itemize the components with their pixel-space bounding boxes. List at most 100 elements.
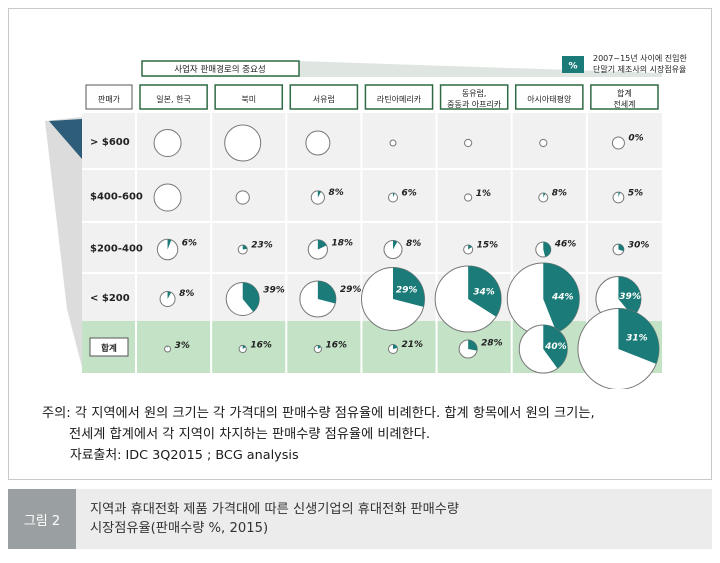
bubble-circle — [224, 124, 262, 162]
bubble — [299, 280, 337, 318]
column-header: 합계 — [617, 88, 632, 98]
share-label: 8% — [179, 289, 194, 299]
row-label: $400-600 — [90, 192, 143, 203]
bubble-share-wedge — [393, 240, 398, 250]
share-label: 5% — [628, 188, 643, 198]
share-label: 28% — [481, 338, 503, 348]
notes-source: 자료출처: IDC 3Q2015 ; BCG analysis — [70, 448, 299, 463]
bubble — [535, 241, 552, 258]
bubble-share-wedge — [393, 344, 398, 349]
bubble — [238, 344, 247, 354]
chart-notes: 주의: 각 지역에서 원의 크기는 각 가격대의 판매수량 점유율에 비례한다.… — [42, 403, 712, 466]
legend-text-1: 2007~15년 사이에 진입한 — [593, 53, 687, 63]
row-label: $200-400 — [90, 244, 143, 255]
notes-line1: 각 지역에서 원의 크기는 각 가격대의 판매수량 점유율에 비례한다. 합계 … — [74, 406, 595, 421]
legend-swatch — [562, 56, 584, 73]
share-label: 1% — [476, 189, 491, 199]
bubble — [383, 240, 403, 259]
bubble-share-wedge — [468, 340, 478, 351]
bubble — [464, 138, 473, 148]
bubble-circle — [153, 183, 182, 212]
share-label: 8% — [552, 189, 567, 199]
bubble — [539, 138, 548, 148]
column-header-box — [439, 84, 509, 110]
share-label: 8% — [328, 188, 343, 198]
column-header: 중동과 아프리카 — [447, 99, 502, 109]
bubble — [305, 130, 331, 156]
bubble — [388, 344, 398, 354]
bubble — [237, 244, 248, 255]
share-label: 15% — [477, 241, 499, 251]
bubble — [153, 183, 182, 212]
column-header: 아시아태평양 — [527, 94, 572, 104]
share-label: 8% — [406, 239, 421, 249]
caption-bar: 그림 2 지역과 휴대전화 제품 가격대에 따른 신생기업의 휴대전화 판매수량… — [8, 489, 712, 549]
bubble — [156, 238, 179, 261]
bubble — [361, 267, 425, 331]
bubble — [612, 243, 625, 256]
bubble-share-wedge — [317, 345, 321, 349]
bubble — [458, 339, 478, 359]
bubble-circle — [305, 130, 331, 156]
bubble-share-wedge — [543, 325, 568, 369]
bubble-share-wedge — [543, 263, 580, 333]
bubble-circle — [464, 138, 473, 148]
column-header-box — [590, 84, 659, 110]
column-header-box — [289, 84, 359, 110]
chart-title: 사업자 판매경로의 중요성 — [174, 64, 265, 75]
column-header-box — [514, 84, 584, 110]
bubble-layer — [153, 124, 660, 389]
share-label: 39% — [263, 285, 285, 295]
bubble-share-wedge — [167, 291, 172, 299]
bubble — [518, 324, 568, 374]
share-label: 30% — [628, 240, 650, 250]
total-label-box — [89, 337, 129, 357]
bubble — [612, 191, 625, 204]
bubble-share-wedge — [468, 266, 502, 317]
bubble-share-wedge — [317, 239, 327, 250]
bubble — [434, 265, 502, 333]
notes-line2: 전세계 합계에서 각 지역이 차지하는 판매수량 점유율에 비례한다. — [69, 427, 431, 442]
column-header: 전세계 — [613, 99, 635, 109]
figure-number: 그림 2 — [8, 489, 76, 549]
bubble-share-wedge — [242, 282, 260, 312]
share-label: 39% — [619, 292, 641, 302]
caption-line2: 시장점유율(판매수량 %, 2015) — [90, 521, 269, 536]
share-label: 46% — [554, 240, 577, 250]
wedge-shadow — [45, 117, 82, 367]
bubble-share-wedge — [242, 345, 246, 349]
bubble — [307, 239, 328, 260]
bubble — [153, 129, 182, 157]
row-header-box — [85, 84, 133, 110]
wedge-accent — [49, 119, 82, 159]
share-label: 21% — [402, 340, 424, 350]
share-label: 16% — [250, 341, 272, 351]
figure-caption: 지역과 휴대전화 제품 가격대에 따른 신생기업의 휴대전화 판매수량 시장점유… — [90, 500, 690, 538]
column-header: 북미 — [241, 95, 256, 104]
bubble-share-wedge — [167, 239, 172, 250]
bubble — [464, 193, 473, 202]
title-box — [141, 60, 300, 77]
column-header-box — [364, 84, 434, 110]
bubble-share-wedge — [543, 193, 546, 198]
bubble-share-wedge — [393, 193, 395, 198]
share-label: 40% — [544, 342, 567, 352]
bubble-circle — [539, 138, 548, 148]
bubble — [164, 345, 172, 353]
bubble-circle — [235, 190, 250, 205]
bubble — [389, 139, 397, 147]
row-label: > $600 — [90, 137, 130, 148]
bubble-share-wedge — [618, 308, 659, 364]
row-label: 합계 — [101, 343, 117, 354]
bubble-share-wedge — [543, 242, 551, 257]
bubble-share-wedge — [618, 192, 621, 198]
legend-symbol: % — [568, 62, 577, 72]
bubble-share-wedge — [242, 245, 248, 250]
bubble — [463, 244, 474, 255]
bubble — [506, 262, 580, 336]
bubble — [224, 124, 262, 162]
bubble-circle — [389, 139, 397, 147]
share-label: 34% — [473, 287, 495, 297]
share-label: 29% — [340, 285, 362, 295]
